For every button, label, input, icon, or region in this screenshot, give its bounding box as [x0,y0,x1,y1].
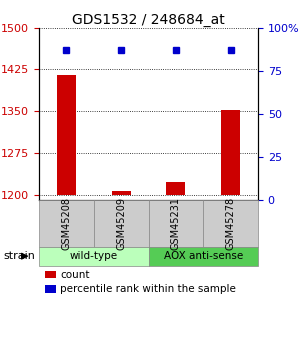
Bar [166,182,185,195]
Bar [221,110,240,195]
Text: percentile rank within the sample: percentile rank within the sample [60,284,236,294]
Text: GSM45231: GSM45231 [171,197,181,250]
Text: GSM45208: GSM45208 [61,197,71,250]
Text: count: count [60,270,89,279]
Bar [57,75,76,195]
Text: GSM45278: GSM45278 [226,197,236,250]
Bar [112,191,131,195]
Text: wild-type: wild-type [70,251,118,261]
Title: GDS1532 / 248684_at: GDS1532 / 248684_at [72,12,225,27]
Text: strain: strain [3,251,35,261]
Text: GSM45209: GSM45209 [116,197,126,250]
Text: AOX anti-sense: AOX anti-sense [164,251,243,261]
